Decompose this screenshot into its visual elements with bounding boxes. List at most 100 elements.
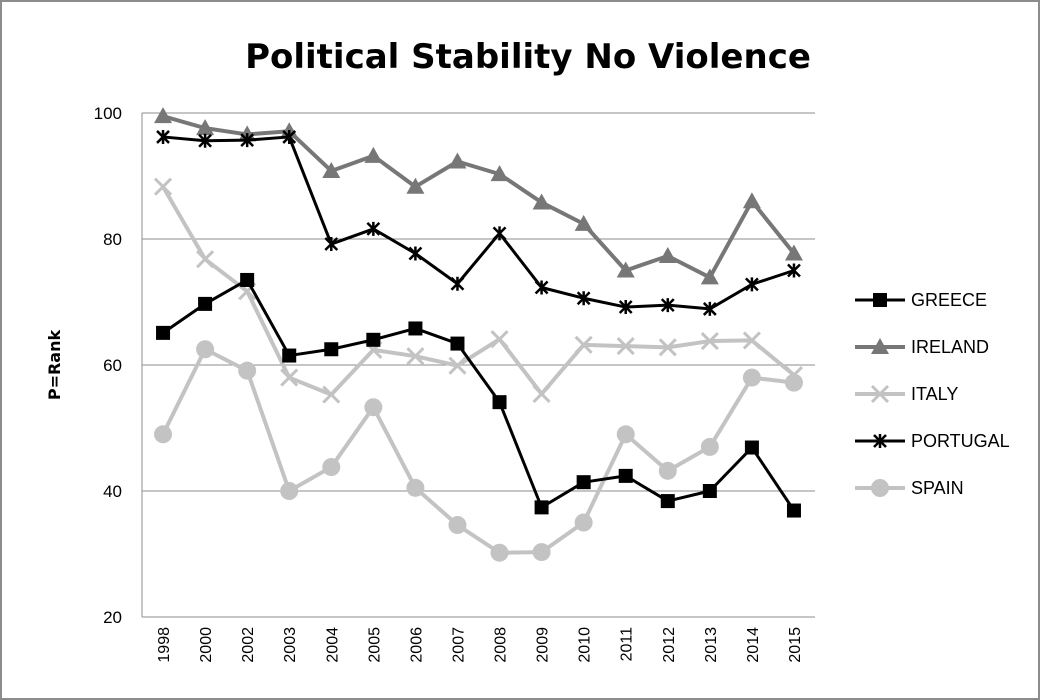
point-portugal bbox=[156, 129, 170, 144]
series-line-greece bbox=[162, 278, 796, 512]
legend-marker bbox=[873, 434, 887, 448]
x-tick-label: 2000 bbox=[198, 627, 215, 663]
point-portugal bbox=[576, 291, 591, 306]
point-greece bbox=[240, 272, 255, 287]
point-portugal bbox=[198, 133, 212, 148]
point-italy bbox=[532, 384, 551, 404]
point-greece bbox=[408, 321, 423, 336]
point-spain bbox=[238, 361, 257, 380]
legend-label: ITALY bbox=[911, 384, 958, 404]
point-portugal bbox=[324, 237, 339, 252]
series-line-italy bbox=[161, 185, 796, 397]
point-greece bbox=[786, 503, 801, 518]
x-tick-label: 2012 bbox=[661, 627, 678, 663]
legend-item-greece: GREECE bbox=[855, 290, 987, 310]
point-greece bbox=[744, 440, 759, 455]
x-tick-label: 2009 bbox=[535, 627, 552, 663]
point-greece bbox=[576, 475, 591, 490]
series-line-spain bbox=[161, 347, 795, 555]
point-greece bbox=[450, 336, 465, 351]
point-spain bbox=[700, 437, 719, 456]
x-tick-label: 2013 bbox=[703, 627, 720, 663]
tick-labels: 20 40 60 80 100 1998 2000 2002 2003 2004 2005 2006 2… bbox=[94, 104, 804, 663]
x-tick-label: 2008 bbox=[493, 627, 510, 663]
y-tick-label: 80 bbox=[103, 230, 122, 249]
x-tick-label: 2011 bbox=[619, 627, 636, 662]
point-spain bbox=[490, 543, 509, 562]
series-portugal bbox=[156, 129, 801, 316]
point-spain bbox=[322, 458, 341, 477]
point-ireland bbox=[742, 192, 761, 209]
x-tick-label: 2010 bbox=[577, 627, 594, 663]
point-ireland bbox=[448, 152, 467, 169]
point-greece bbox=[618, 468, 633, 483]
point-italy bbox=[784, 366, 804, 385]
point-spain bbox=[448, 516, 467, 535]
point-portugal bbox=[534, 280, 549, 295]
y-tick-label: 100 bbox=[94, 104, 122, 123]
y-axis-label: P=Rank bbox=[45, 330, 64, 401]
point-italy bbox=[196, 250, 215, 269]
point-greece bbox=[198, 296, 213, 311]
point-italy bbox=[658, 338, 677, 357]
point-portugal bbox=[702, 301, 717, 316]
legend-label: IRELAND bbox=[911, 337, 989, 357]
gridlines bbox=[142, 112, 815, 492]
point-greece bbox=[366, 332, 381, 347]
axes bbox=[141, 113, 815, 618]
point-portugal bbox=[660, 298, 675, 313]
x-tick-label: 2003 bbox=[282, 627, 299, 663]
point-ireland bbox=[658, 247, 677, 264]
x-tick-label: 2005 bbox=[366, 627, 383, 663]
point-italy bbox=[448, 356, 467, 375]
point-portugal bbox=[618, 300, 633, 315]
series-greece bbox=[156, 272, 801, 518]
point-greece bbox=[534, 500, 549, 515]
point-greece bbox=[324, 342, 339, 357]
point-spain bbox=[742, 368, 761, 387]
point-portugal bbox=[787, 263, 801, 278]
point-spain bbox=[364, 398, 383, 417]
legend-marker bbox=[871, 479, 889, 497]
series-group bbox=[153, 107, 804, 562]
legend-marker bbox=[870, 384, 890, 404]
legend-item-italy: ITALY bbox=[855, 384, 958, 404]
x-tick-label: 2007 bbox=[450, 627, 467, 663]
point-italy bbox=[700, 331, 719, 351]
point-spain bbox=[406, 478, 425, 497]
series-line-portugal bbox=[162, 135, 795, 311]
legend-label: SPAIN bbox=[911, 478, 964, 498]
point-greece bbox=[156, 325, 171, 340]
legend-item-portugal: PORTUGAL bbox=[855, 431, 1010, 451]
y-tick-label: 60 bbox=[103, 356, 122, 375]
point-portugal bbox=[282, 129, 297, 144]
legend-item-spain: SPAIN bbox=[855, 478, 964, 498]
legend-item-ireland: IRELAND bbox=[855, 337, 989, 357]
point-spain bbox=[574, 513, 593, 532]
x-tick-label: 2002 bbox=[240, 627, 257, 663]
chart-title: Political Stability No Violence bbox=[245, 37, 811, 77]
point-ireland bbox=[490, 165, 509, 182]
point-ireland bbox=[406, 177, 425, 194]
legend-marker bbox=[871, 338, 889, 354]
point-spain bbox=[280, 482, 299, 500]
point-ireland bbox=[700, 268, 719, 285]
point-portugal bbox=[492, 226, 507, 241]
y-tick-label: 40 bbox=[103, 482, 122, 501]
point-italy bbox=[153, 177, 173, 196]
y-tick-label: 20 bbox=[103, 608, 122, 627]
point-ireland bbox=[154, 107, 173, 124]
point-ireland bbox=[364, 146, 383, 163]
legend-marker bbox=[873, 293, 887, 307]
point-italy bbox=[406, 347, 425, 366]
point-greece bbox=[282, 348, 297, 363]
point-spain bbox=[616, 425, 635, 444]
point-italy bbox=[574, 335, 593, 354]
point-spain bbox=[154, 425, 173, 444]
point-greece bbox=[492, 395, 507, 410]
point-portugal bbox=[745, 277, 759, 292]
point-italy bbox=[322, 385, 341, 404]
point-portugal bbox=[408, 246, 423, 261]
point-ireland bbox=[322, 161, 341, 178]
point-spain bbox=[532, 543, 551, 562]
